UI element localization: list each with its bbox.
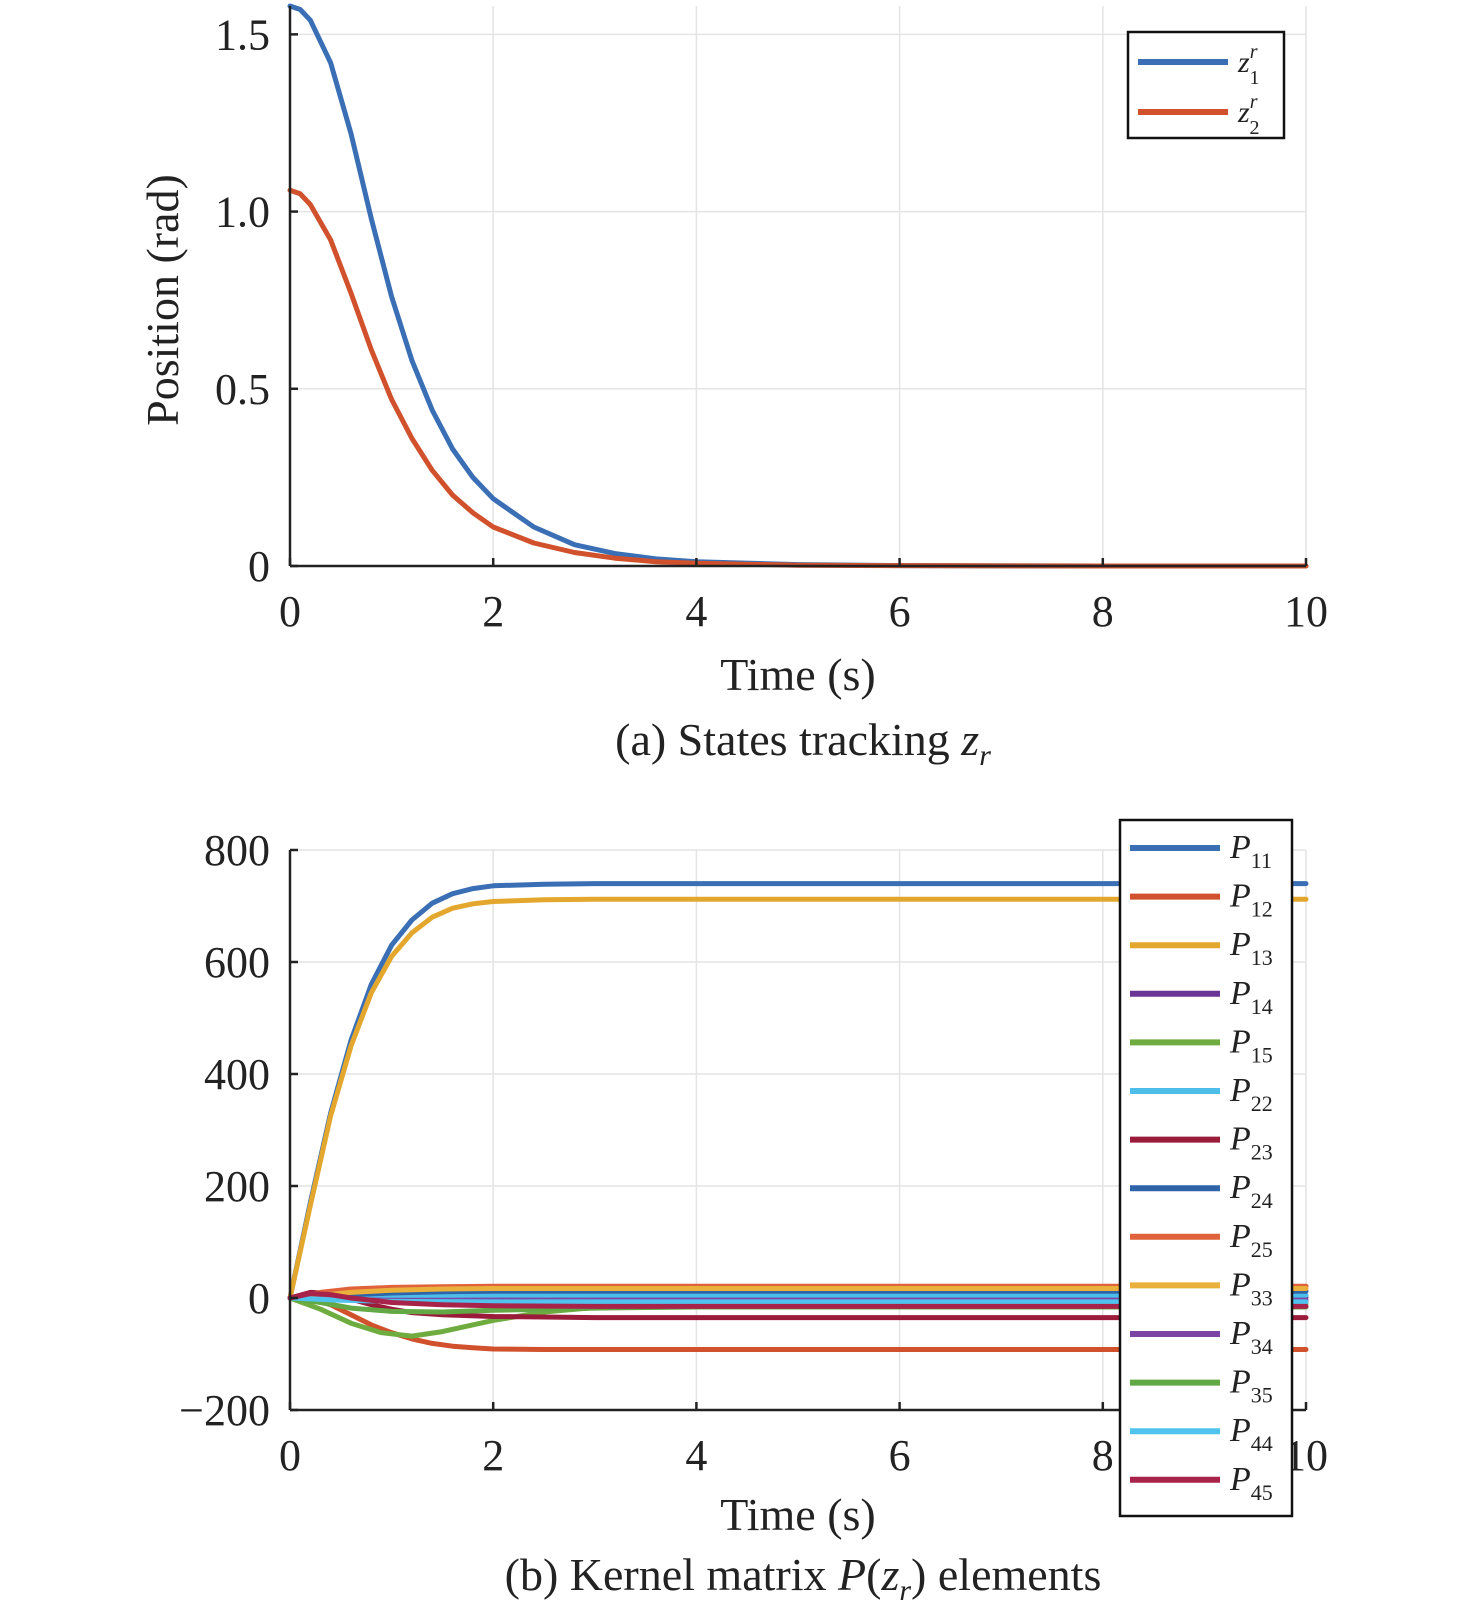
chart-b-x-tick-label: 0 xyxy=(279,1431,301,1480)
chart-b-legend-label: P13 xyxy=(1229,926,1273,970)
chart-b-legend-label: P11 xyxy=(1229,829,1272,873)
chart-b-legend-label: P25 xyxy=(1229,1218,1273,1262)
chart-a-states-tracking: 0 2 4 6 8 10 0 0.5 1.0 1.5 Time (s) Position (rad) (… xyxy=(137,3,1328,772)
chart-b-y-tick-label: 400 xyxy=(204,1050,270,1099)
chart-b-y-tick-label: −200 xyxy=(179,1386,270,1435)
chart-b-y-tick-label: 800 xyxy=(204,826,270,875)
chart-b-legend-label: P44 xyxy=(1229,1412,1273,1456)
chart-a-legend-label: zr 2 xyxy=(1237,91,1259,139)
chart-a-series-line-z2 xyxy=(287,187,1309,569)
chart-a-y-tick-label: 0.5 xyxy=(215,365,270,414)
chart-a-legend-label: zr 1 xyxy=(1237,41,1259,89)
chart-a-x-tick-label: 4 xyxy=(685,587,707,636)
chart-a-x-tick-label: 2 xyxy=(482,587,504,636)
chart-b-legend-label: P12 xyxy=(1229,878,1273,922)
chart-a-x-axis-label: Time (s) xyxy=(720,649,876,700)
chart-b-legend-label: P35 xyxy=(1229,1364,1273,1408)
chart-a-y-axis-label: Position (rad) xyxy=(137,174,188,426)
chart-a-legend: zr 1zr 2 xyxy=(1126,30,1286,140)
chart-b-legend-label: P22 xyxy=(1229,1072,1273,1116)
chart-b-legend-box xyxy=(1118,818,1294,1518)
chart-b-legend-label: P45 xyxy=(1229,1461,1273,1505)
chart-a-y-tick-label: 1.5 xyxy=(215,10,270,59)
chart-a-x-tick-label: 10 xyxy=(1284,587,1328,636)
chart-b-legend-label: P15 xyxy=(1229,1023,1273,1067)
chart-b-x-tick-label: 8 xyxy=(1092,1431,1114,1480)
chart-b-y-tick-label: 200 xyxy=(204,1162,270,1211)
chart-b-legend-label: P23 xyxy=(1229,1121,1273,1165)
chart-b-series-line-p13 xyxy=(287,896,1309,1301)
chart-a-y-tick-label: 1.0 xyxy=(215,188,270,237)
chart-b-x-tick-label: 6 xyxy=(889,1431,911,1480)
chart-b-x-tick-label: 4 xyxy=(685,1431,707,1480)
chart-b-legend-label: P14 xyxy=(1229,975,1273,1019)
chart-b-series-line-p44 xyxy=(287,1295,1309,1305)
chart-b-legend-label: P24 xyxy=(1229,1169,1273,1213)
chart-b-y-tick-label: 600 xyxy=(204,938,270,987)
chart-a-x-tick-label: 0 xyxy=(279,587,301,636)
chart-b-x-tick-label: 2 xyxy=(482,1431,504,1480)
chart-a-caption: (a) States tracking zr xyxy=(615,714,991,772)
chart-b-x-axis-label: Time (s) xyxy=(720,1489,876,1540)
chart-a-x-tick-label: 6 xyxy=(889,587,911,636)
chart-a-legend-box xyxy=(1126,30,1286,140)
chart-b-y-tick-label: 0 xyxy=(248,1274,270,1323)
chart-b-legend-label: P33 xyxy=(1229,1266,1273,1310)
chart-a-x-tick-label: 8 xyxy=(1092,587,1114,636)
chart-b-series-line-p45 xyxy=(287,1291,1309,1309)
chart-b-legend-label: P34 xyxy=(1229,1315,1273,1359)
chart-a-y-tick-label: 0 xyxy=(248,542,270,591)
chart-b-caption: (b) Kernel matrix P(zr) elements xyxy=(505,1549,1102,1600)
